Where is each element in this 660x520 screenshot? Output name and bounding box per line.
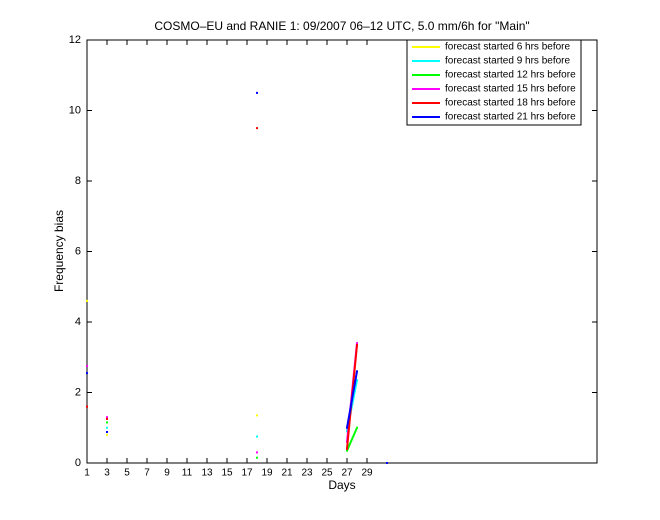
y-tick-label: 6 bbox=[75, 245, 81, 257]
data-point bbox=[256, 127, 258, 130]
y-axis-label: Frequency bias bbox=[52, 210, 66, 292]
y-tick-label: 4 bbox=[75, 316, 81, 328]
x-tick-label: 21 bbox=[281, 468, 293, 479]
data-point bbox=[256, 451, 258, 454]
data-point bbox=[256, 435, 258, 438]
legend-label: forecast started 12 hrs before bbox=[445, 70, 576, 81]
data-point bbox=[356, 379, 358, 382]
y-tick-label: 0 bbox=[75, 457, 81, 469]
data-point bbox=[386, 462, 388, 464]
chart-title: COSMO–EU and RANIE 1: 09/2007 06–12 UTC,… bbox=[154, 19, 529, 33]
legend-label: forecast started 18 hrs before bbox=[445, 98, 576, 109]
data-point bbox=[256, 414, 258, 417]
line-segment bbox=[346, 427, 358, 452]
legend-label: forecast started 15 hrs before bbox=[445, 84, 576, 95]
x-tick-label: 27 bbox=[341, 468, 353, 479]
x-tick-label: 19 bbox=[261, 468, 273, 479]
legend-label: forecast started 9 hrs before bbox=[445, 56, 571, 67]
x-tick-label: 3 bbox=[104, 468, 110, 479]
data-point bbox=[356, 370, 358, 373]
x-tick-label: 5 bbox=[124, 468, 130, 479]
x-tick-label: 29 bbox=[361, 468, 373, 479]
legend-label: forecast started 21 hrs before bbox=[445, 112, 576, 123]
data-point bbox=[356, 426, 358, 429]
data-point bbox=[106, 416, 108, 419]
x-tick-label: 25 bbox=[321, 468, 333, 479]
data-point bbox=[256, 91, 258, 94]
x-tick-label: 23 bbox=[301, 468, 313, 479]
data-point bbox=[256, 456, 258, 459]
y-tick-label: 12 bbox=[69, 34, 81, 46]
y-tick-label: 10 bbox=[69, 104, 81, 116]
x-tick-label: 9 bbox=[164, 468, 170, 479]
x-tick-label: 13 bbox=[201, 468, 213, 479]
line-segment bbox=[346, 371, 358, 428]
data-point bbox=[86, 299, 88, 302]
data-point bbox=[86, 365, 88, 368]
x-tick-label: 11 bbox=[182, 468, 193, 479]
y-tick-label: 2 bbox=[75, 386, 81, 398]
x-tick-label: 1 bbox=[84, 468, 90, 479]
data-point bbox=[106, 430, 108, 433]
x-tick-label: 7 bbox=[144, 468, 150, 479]
legend bbox=[406, 39, 582, 126]
data-point bbox=[356, 343, 358, 346]
data-point bbox=[86, 405, 88, 408]
x-tick-label: 17 bbox=[241, 468, 253, 479]
data-point bbox=[106, 417, 108, 420]
data-point bbox=[106, 426, 108, 429]
y-tick-label: 8 bbox=[75, 175, 81, 187]
x-axis-label: Days bbox=[328, 478, 355, 492]
data-point bbox=[106, 421, 108, 424]
x-tick-label: 15 bbox=[221, 468, 233, 479]
legend-label: forecast started 6 hrs before bbox=[445, 42, 571, 53]
data-point bbox=[106, 433, 108, 436]
data-point bbox=[356, 342, 358, 345]
data-point bbox=[86, 372, 88, 375]
